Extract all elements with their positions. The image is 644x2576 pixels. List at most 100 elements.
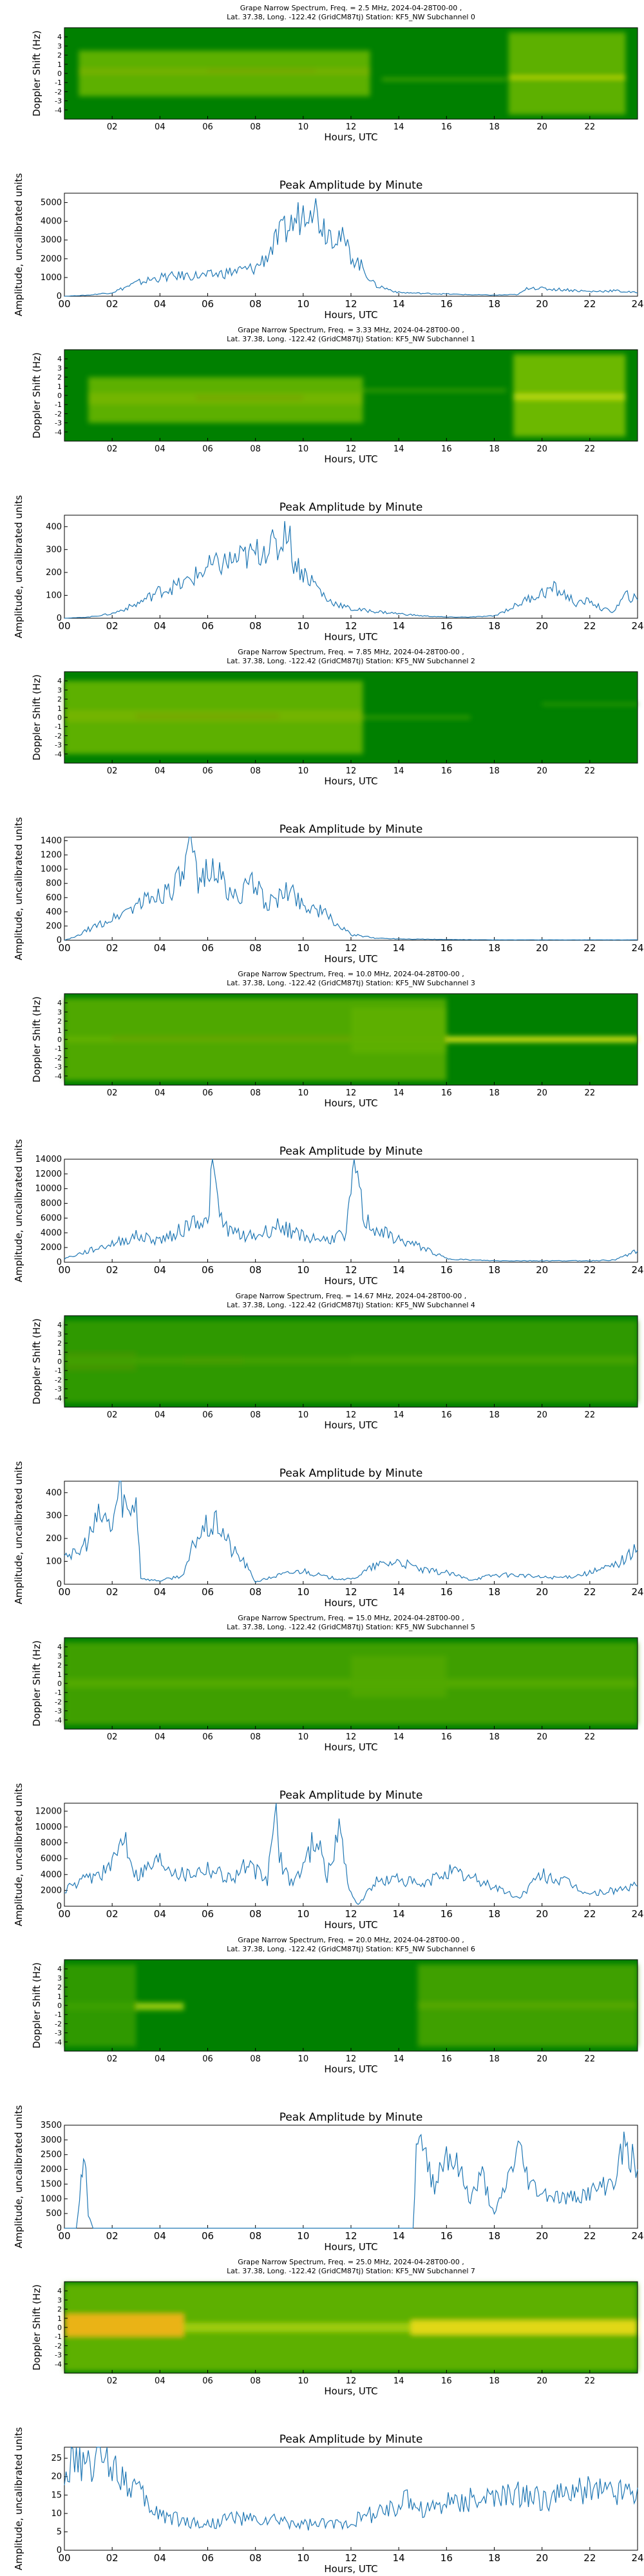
spectrogram-xtick-label: 06 bbox=[202, 1410, 213, 1420]
amplitude-chart-ylabel: Amplitude, uncalibrated units bbox=[13, 1461, 24, 1605]
spectrogram-ytick-label: -3 bbox=[55, 419, 62, 428]
spectrogram-ytick-label: 3 bbox=[57, 2296, 62, 2304]
amplitude-chart-ytick-label: 10000 bbox=[35, 1823, 62, 1832]
amplitude-chart-xtick-label: 18 bbox=[488, 942, 500, 954]
amplitude-chart-xtick-label: 14 bbox=[393, 620, 405, 632]
amplitude-chart-xtick-label: 02 bbox=[106, 1908, 118, 1920]
spectrogram-title-line1: Grape Narrow Spectrum, Freq. = 20.0 MHz,… bbox=[238, 1936, 464, 1944]
amplitude-chart-xtick-label: 00 bbox=[58, 298, 70, 310]
spectrogram-ytick-label: -3 bbox=[55, 97, 62, 106]
amplitude-chart-ytick-label: 1500 bbox=[41, 2179, 62, 2189]
amplitude-chart-xtick-label: 24 bbox=[631, 1586, 643, 1598]
spectrogram-xtick-label: 06 bbox=[202, 2376, 213, 2386]
spectrogram-ytick-label: 2 bbox=[57, 1340, 62, 1348]
amplitude-chart-xtick-label: 22 bbox=[583, 1264, 596, 1276]
amplitude-chart-xtick-label: 18 bbox=[488, 1908, 500, 1920]
spectrogram-ylabel: Doppler Shift (Hz) bbox=[31, 1318, 43, 1405]
spectrogram-band bbox=[64, 1964, 137, 2047]
spectrogram-ytick-label: -3 bbox=[55, 741, 62, 750]
spectrogram-xtick-label: 06 bbox=[202, 122, 213, 132]
spectrogram-xlabel: Hours, UTC bbox=[324, 1741, 377, 1753]
spectrogram-band bbox=[363, 389, 507, 392]
amplitude-chart-ytick-label: 20 bbox=[51, 2472, 62, 2482]
amplitude-chart-ytick-label: 0 bbox=[57, 2546, 62, 2555]
amplitude-chart-xtick-label: 20 bbox=[536, 1586, 548, 1598]
spectrogram-xtick-label: 04 bbox=[155, 766, 166, 776]
spectrogram-ytick-label: 3 bbox=[57, 1974, 62, 1982]
amplitude-chart-xtick-label: 08 bbox=[249, 1586, 261, 1598]
amplitude-chart-xtick-label: 16 bbox=[440, 942, 453, 954]
spectrogram-xtick-label: 20 bbox=[536, 2054, 547, 2064]
amplitude-chart-ytick-label: 1000 bbox=[41, 865, 62, 875]
amplitude-chart-ylabel: Amplitude, uncalibrated units bbox=[13, 173, 24, 317]
amplitude-chart-xtick-label: 14 bbox=[393, 1586, 405, 1598]
amplitude-chart-xtick-label: 08 bbox=[249, 1908, 261, 1920]
spectrogram-4: Grape Narrow Spectrum, Freq. = 14.67 MHz… bbox=[31, 1292, 638, 1431]
spectrogram-xtick-label: 04 bbox=[155, 444, 166, 454]
spectrogram-xtick-label: 18 bbox=[489, 766, 500, 776]
spectrogram-ytick-label: 2 bbox=[57, 374, 62, 382]
spectrogram-xtick-label: 22 bbox=[585, 1088, 596, 1098]
spectrogram-ytick-label: 1 bbox=[57, 1027, 62, 1035]
amplitude-chart-2: Peak Amplitude by Minute0200400600800100… bbox=[13, 817, 644, 965]
amplitude-chart-ytick-label: 800 bbox=[46, 879, 62, 889]
spectrogram-ylabel: Doppler Shift (Hz) bbox=[31, 30, 43, 117]
amplitude-chart-xtick-label: 10 bbox=[297, 1264, 309, 1276]
amplitude-chart-xtick-label: 08 bbox=[249, 2230, 261, 2242]
amplitude-chart-xtick-label: 12 bbox=[345, 620, 357, 632]
spectrogram-ytick-label: 3 bbox=[57, 42, 62, 50]
spectrogram-xtick-label: 08 bbox=[250, 444, 261, 454]
amplitude-series-line bbox=[64, 1803, 638, 1905]
amplitude-chart-frame bbox=[64, 837, 638, 941]
spectrogram-ytick-label: 0 bbox=[57, 1358, 62, 1366]
spectrogram-xtick-label: 16 bbox=[441, 444, 452, 454]
amplitude-chart-ylabel: Amplitude, uncalibrated units bbox=[13, 817, 24, 961]
amplitude-chart-xtick-label: 00 bbox=[58, 2552, 70, 2564]
spectrogram-xtick-label: 10 bbox=[298, 444, 309, 454]
amplitude-chart-xtick-label: 22 bbox=[583, 298, 596, 310]
amplitude-chart-xtick-label: 24 bbox=[631, 620, 643, 632]
spectrogram-ytick-label: -1 bbox=[55, 1367, 62, 1375]
amplitude-chart-title: Peak Amplitude by Minute bbox=[279, 1145, 423, 1158]
amplitude-chart-xtick-label: 24 bbox=[631, 1908, 643, 1920]
amplitude-chart-xtick-label: 20 bbox=[536, 2230, 548, 2242]
spectrogram-band bbox=[64, 1642, 638, 1725]
amplitude-chart-ylabel: Amplitude, uncalibrated units bbox=[13, 2105, 24, 2249]
spectrogram-bands bbox=[64, 1642, 638, 1725]
amplitude-chart-xtick-label: 00 bbox=[58, 1264, 70, 1276]
spectrogram-ytick-label: 3 bbox=[57, 1330, 62, 1338]
spectrogram-ytick-label: 2 bbox=[57, 1984, 62, 1992]
amplitude-chart-ylabel: Amplitude, uncalibrated units bbox=[13, 495, 24, 639]
spectrogram-ytick-label: 4 bbox=[57, 999, 62, 1007]
spectrogram-ytick-label: 1 bbox=[57, 1993, 62, 2001]
amplitude-chart-ytick-label: 100 bbox=[46, 1557, 62, 1566]
amplitude-chart-xlabel: Hours, UTC bbox=[324, 1919, 377, 1931]
amplitude-series-line bbox=[64, 521, 638, 619]
spectrogram-ytick-label: 3 bbox=[57, 686, 62, 694]
spectrogram-ylabel: Doppler Shift (Hz) bbox=[31, 674, 43, 761]
amplitude-chart-xtick-label: 18 bbox=[488, 298, 500, 310]
spectrogram-xtick-label: 08 bbox=[250, 1088, 261, 1098]
spectrogram-xtick-label: 16 bbox=[441, 2054, 452, 2064]
spectrogram-ytick-label: -1 bbox=[55, 2011, 62, 2019]
spectrogram-ytick-label: -3 bbox=[55, 2029, 62, 2038]
spectrogram-xtick-label: 22 bbox=[585, 2054, 596, 2064]
amplitude-chart-ytick-label: 200 bbox=[46, 568, 62, 578]
amplitude-chart-ytick-label: 1400 bbox=[41, 837, 62, 846]
amplitude-chart-ytick-label: 3500 bbox=[41, 2121, 62, 2130]
amplitude-series-line bbox=[64, 1481, 638, 1583]
spectrogram-ytick-label: -1 bbox=[55, 1689, 62, 1697]
amplitude-chart-xtick-label: 04 bbox=[154, 1586, 166, 1598]
spectrogram-title-line1: Grape Narrow Spectrum, Freq. = 7.85 MHz,… bbox=[238, 648, 464, 656]
amplitude-chart-ytick-label: 8000 bbox=[41, 1839, 62, 1848]
amplitude-chart-xtick-label: 10 bbox=[297, 1586, 309, 1598]
amplitude-series-line bbox=[64, 837, 638, 941]
amplitude-chart-xtick-label: 12 bbox=[345, 2552, 357, 2564]
amplitude-chart-xtick-label: 16 bbox=[440, 620, 453, 632]
amplitude-chart-xtick-label: 10 bbox=[297, 2552, 309, 2564]
spectrogram-ytick-label: 4 bbox=[57, 677, 62, 685]
spectrogram-ytick-label: 1 bbox=[57, 61, 62, 69]
amplitude-chart-xtick-label: 22 bbox=[583, 1586, 596, 1598]
spectrogram-ytick-label: 2 bbox=[57, 2306, 62, 2314]
amplitude-chart-xlabel: Hours, UTC bbox=[324, 2563, 377, 2575]
